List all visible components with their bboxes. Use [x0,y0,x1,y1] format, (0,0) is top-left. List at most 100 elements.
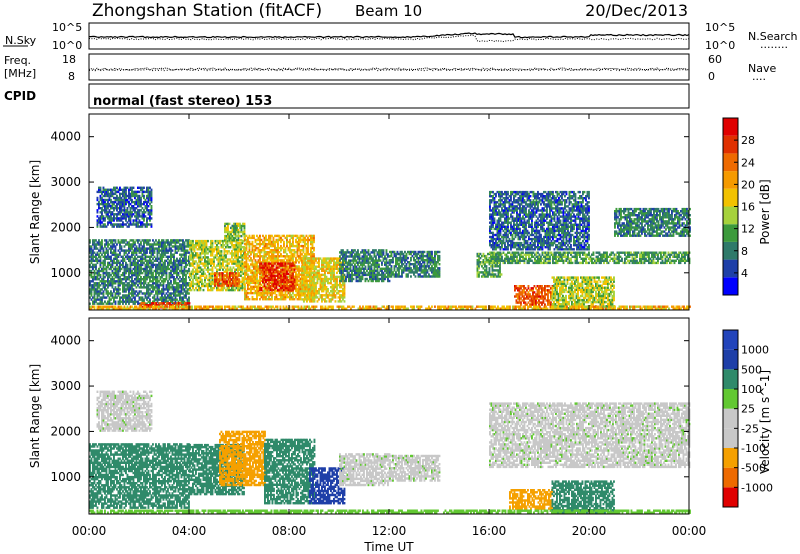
heatmap-cell [250,275,252,278]
heatmap-cell [113,296,115,299]
heatmap-cell [247,267,249,270]
heatmap-cell [241,268,244,271]
heatmap-cell [201,262,203,265]
heatmap-cell [105,209,108,212]
heatmap-cell [123,286,126,289]
heatmap-cell [144,241,147,244]
heatmap-cell [129,265,132,269]
heatmap-cell [140,215,142,218]
heatmap-cell [170,294,172,297]
heatmap-cell [211,246,214,249]
heatmap-cell [185,278,187,281]
heatmap-cell [131,269,133,273]
heatmap-cell [99,211,102,214]
heatmap-cell [190,250,193,253]
heatmap-cell [131,188,133,191]
heatmap-cell [238,268,241,271]
heatmap-cell [343,281,346,285]
heatmap-cell [92,280,94,283]
freq-tick-high: 18 [62,53,76,66]
heatmap-cell [231,237,234,240]
heatmap-cell [134,259,136,262]
heatmap-cell [234,248,236,251]
heatmap-cell [146,290,148,293]
heatmap-cell [111,280,114,283]
heatmap-cell [129,223,132,226]
heatmap-cell [141,188,144,191]
heatmap-cell [110,223,112,226]
heatmap-cell [123,251,126,254]
heatmap-cell [123,259,126,262]
heatmap-cell [125,251,127,254]
heatmap-cell [134,219,136,222]
heatmap-cell [173,286,175,289]
heatmap-cell [125,294,127,297]
heatmap-cell [129,192,132,196]
heatmap-cell [140,223,142,226]
heatmap-cell [235,268,238,271]
heatmap-cell [116,276,118,279]
heatmap-cell [120,192,123,196]
heatmap-cell [131,215,133,218]
heatmap-cell [146,271,148,275]
heatmap-cell [207,256,209,259]
heatmap-cell [171,300,174,303]
heatmap-cell [195,270,197,273]
heatmap-cell [211,258,214,261]
heatmap-cell [230,237,232,240]
heatmap-cell [113,273,115,277]
heatmap-cell [141,202,144,206]
heatmap-cell [254,273,257,276]
heatmap-cell [138,259,141,262]
heatmap-cell [146,298,148,301]
heatmap-cell [98,188,100,191]
heatmap-cell [98,290,100,293]
heatmap-cell [182,247,184,250]
heatmap-cell [93,292,96,295]
heatmap-cell [228,237,231,240]
heatmap-cell [107,286,109,289]
heatmap-cell [336,277,338,281]
heatmap-cell [238,272,240,275]
heatmap-cell [135,202,138,206]
heatmap-cell [241,258,244,261]
heatmap-cell [120,219,123,222]
heatmap-cell [182,286,184,289]
heatmap-cell [180,263,183,267]
heatmap-cell [117,225,120,228]
heatmap-cell [232,280,234,283]
heatmap-cell [226,282,228,285]
heatmap-cell [177,288,180,291]
heatmap-cell [96,276,99,279]
heatmap-cell [298,265,300,268]
heatmap-cell [137,221,139,224]
heatmap-cell [299,298,302,301]
heatmap-cell [156,284,159,287]
heatmap-cell [265,234,267,238]
heatmap-cell [240,266,242,269]
heatmap-cell [117,294,120,297]
heatmap-cell [138,296,141,299]
heatmap-cell [128,213,130,216]
heatmap-cell [150,253,153,256]
heatmap-cell [150,200,153,204]
heatmap-cell [250,271,252,274]
heatmap-cell [101,225,103,228]
heatmap-cell [245,279,248,282]
heatmap-cell [192,258,194,261]
heatmap-cell [98,284,100,287]
heatmap-cell [126,211,129,214]
heatmap-cell [132,239,135,242]
heatmap-cell [183,290,186,293]
heatmap-cell [117,198,120,202]
heatmap-cell [129,249,132,252]
heatmap-cell [179,239,181,242]
heatmap-cell [92,239,94,242]
heatmap-cell [202,270,205,273]
heatmap-cell [226,246,229,249]
heatmap-cell [144,253,147,256]
heatmap-cell [152,247,154,250]
heatmap-cell [111,251,114,254]
heatmap-cell [245,265,248,268]
heatmap-cell [89,259,91,262]
